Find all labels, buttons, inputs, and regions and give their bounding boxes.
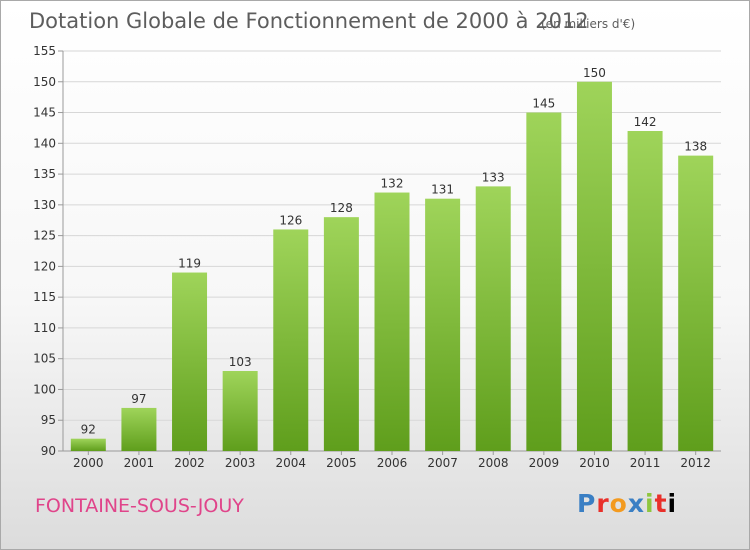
y-tick-label: 95 (41, 413, 56, 427)
y-tick-label: 135 (33, 167, 56, 181)
data-label: 119 (178, 257, 201, 271)
data-label: 128 (330, 201, 353, 215)
commune-name: FONTAINE-SOUS-JOUY (35, 495, 244, 517)
bar (526, 112, 562, 452)
y-tick-label: 90 (41, 444, 56, 458)
y-tick-label: 130 (33, 198, 56, 212)
bars (70, 81, 714, 452)
bar (273, 229, 309, 451)
y-tick-label: 120 (33, 259, 56, 273)
x-tick-label: 2004 (275, 456, 306, 470)
bar (70, 438, 106, 451)
data-label: 131 (431, 183, 454, 197)
bar (475, 186, 511, 451)
y-tick-label: 125 (33, 229, 56, 243)
chart-title: Dotation Globale de Fonctionnement de 20… (29, 9, 589, 33)
x-tick-label: 2008 (478, 456, 509, 470)
x-tick-labels: 2000 2001 2002 2003 2004 2005 2006 2007 2008 2009… (73, 456, 711, 470)
data-label: 132 (381, 177, 404, 191)
bar (627, 131, 663, 451)
data-label: 133 (482, 170, 505, 184)
logo-letter: x (627, 489, 645, 518)
bar (425, 198, 461, 451)
data-label: 97 (131, 392, 146, 406)
data-label: 150 (583, 66, 606, 80)
bar (121, 407, 157, 451)
chart-subtitle: (en milliers d'€) (541, 17, 636, 31)
x-tick-label: 2011 (630, 456, 661, 470)
y-tick-label: 155 (33, 44, 56, 58)
data-label: 142 (634, 115, 657, 129)
y-tick-label: 140 (33, 136, 56, 150)
proxiti-logo: Proxiti (577, 489, 677, 518)
logo-letter: i (667, 489, 678, 518)
logo-letter: P (577, 489, 597, 518)
x-tick-label: 2002 (174, 456, 205, 470)
bar (678, 155, 714, 451)
y-tick-label: 145 (33, 106, 56, 120)
data-label: 126 (279, 213, 302, 227)
y-tick-labels: 90 95 100 105 110 115 120 125 130 135 140 145 150 155 (33, 44, 56, 458)
x-tick-label: 2005 (326, 456, 357, 470)
data-label: 145 (532, 97, 555, 111)
x-tick-label: 2012 (680, 456, 711, 470)
logo-letter: i (645, 489, 655, 518)
data-labels: 92 97 119 103 126 128 132 131 133 145 150 142 138 (81, 66, 707, 437)
y-tick-label: 115 (33, 290, 56, 304)
y-tick-label: 105 (33, 352, 56, 366)
x-tick-label: 2000 (73, 456, 104, 470)
logo-letter: t (654, 489, 668, 518)
x-tick-label: 2006 (377, 456, 408, 470)
y-tick-label: 150 (33, 75, 56, 89)
logo-letter: o (609, 489, 628, 518)
x-tick-label: 2007 (427, 456, 458, 470)
bar (323, 217, 359, 451)
y-tick-label: 100 (33, 382, 56, 396)
y-tick-label: 110 (33, 321, 56, 335)
bar (374, 192, 410, 452)
data-label: 138 (684, 140, 707, 154)
bar (576, 81, 612, 452)
x-tick-label: 2010 (579, 456, 610, 470)
x-tick-label: 2001 (124, 456, 155, 470)
data-label: 92 (81, 423, 96, 437)
x-tick-label: 2009 (529, 456, 560, 470)
bar (172, 272, 208, 451)
x-tick-label: 2003 (225, 456, 256, 470)
data-label: 103 (229, 355, 252, 369)
bar (222, 371, 258, 451)
logo-letter: r (596, 489, 610, 518)
